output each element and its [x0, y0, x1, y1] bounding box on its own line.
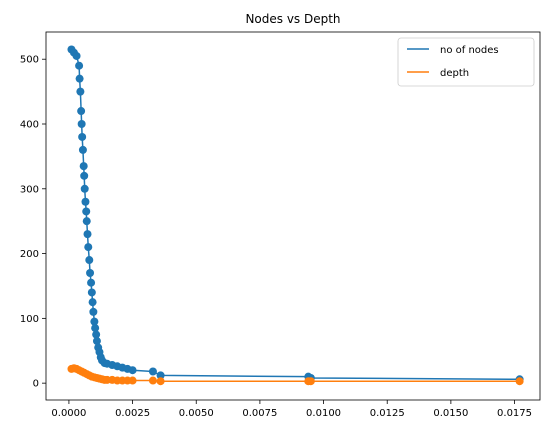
data-point-depth — [156, 377, 165, 386]
data-point-no-of-nodes — [76, 87, 85, 96]
data-point-no-of-nodes — [86, 269, 95, 278]
data-point-no-of-nodes — [75, 74, 84, 83]
data-point-depth — [128, 376, 137, 385]
plot-area — [45, 31, 541, 401]
data-point-no-of-nodes — [78, 132, 87, 141]
x-tick-label: 0.0125 — [370, 408, 405, 419]
data-point-no-of-nodes — [79, 162, 88, 171]
y-tick-label: 100 — [20, 314, 39, 325]
data-point-no-of-nodes — [82, 207, 91, 216]
x-tick-label: 0.0100 — [306, 408, 341, 419]
data-point-no-of-nodes — [128, 366, 137, 375]
x-tick-label: 0.0150 — [433, 408, 468, 419]
y-tick-label: 0 — [33, 379, 39, 390]
y-tick-label: 500 — [20, 55, 39, 66]
x-tick-label: 0.0175 — [497, 408, 532, 419]
series-line-no-of-nodes — [70, 49, 520, 381]
legend-label-depth: depth — [440, 68, 469, 79]
data-point-no-of-nodes — [80, 171, 89, 180]
data-point-no-of-nodes — [80, 184, 89, 193]
data-point-no-of-nodes — [87, 288, 96, 297]
y-tick-label: 400 — [20, 120, 39, 131]
y-tick-label: 200 — [20, 249, 39, 260]
series-layer — [67, 45, 524, 386]
data-point-no-of-nodes — [85, 256, 94, 265]
data-point-no-of-nodes — [156, 371, 165, 380]
data-point-no-of-nodes — [77, 120, 86, 128]
x-tick-label: 0.0075 — [242, 408, 277, 419]
data-point-no-of-nodes — [82, 217, 91, 226]
legend: no of nodes depth — [397, 37, 535, 87]
data-point-no-of-nodes — [92, 337, 101, 346]
legend-label-no-of-nodes: no of nodes — [440, 45, 499, 56]
x-tick-label: 0.0050 — [179, 408, 214, 419]
data-point-depth — [306, 377, 315, 386]
data-point-no-of-nodes — [92, 330, 101, 339]
data-point-depth — [515, 377, 524, 386]
data-point-no-of-nodes — [84, 243, 93, 252]
data-point-no-of-nodes — [78, 145, 87, 154]
data-point-no-of-nodes — [81, 197, 90, 206]
data-point-no-of-nodes — [148, 367, 157, 376]
chart-title: Nodes vs Depth — [245, 12, 340, 26]
data-point-no-of-nodes — [91, 324, 100, 333]
x-tick-label: 0.0000 — [51, 408, 86, 419]
data-point-no-of-nodes — [77, 107, 86, 116]
data-point-no-of-nodes — [72, 51, 81, 60]
data-point-no-of-nodes — [83, 230, 92, 239]
x-tick-label: 0.0025 — [115, 408, 150, 419]
data-point-no-of-nodes — [87, 278, 96, 287]
legend-box — [397, 37, 535, 87]
y-axis: 0 100 200 300 400 500 — [20, 55, 46, 390]
y-tick-label: 300 — [20, 184, 39, 195]
data-point-no-of-nodes — [75, 61, 84, 70]
data-point-no-of-nodes — [90, 317, 99, 326]
data-point-no-of-nodes — [89, 307, 98, 316]
data-point-no-of-nodes — [88, 298, 97, 307]
data-point-depth — [148, 376, 157, 385]
x-axis: 0.0000 0.0025 0.0050 0.0075 0.0100 0.0125 0.01… — [51, 400, 532, 419]
